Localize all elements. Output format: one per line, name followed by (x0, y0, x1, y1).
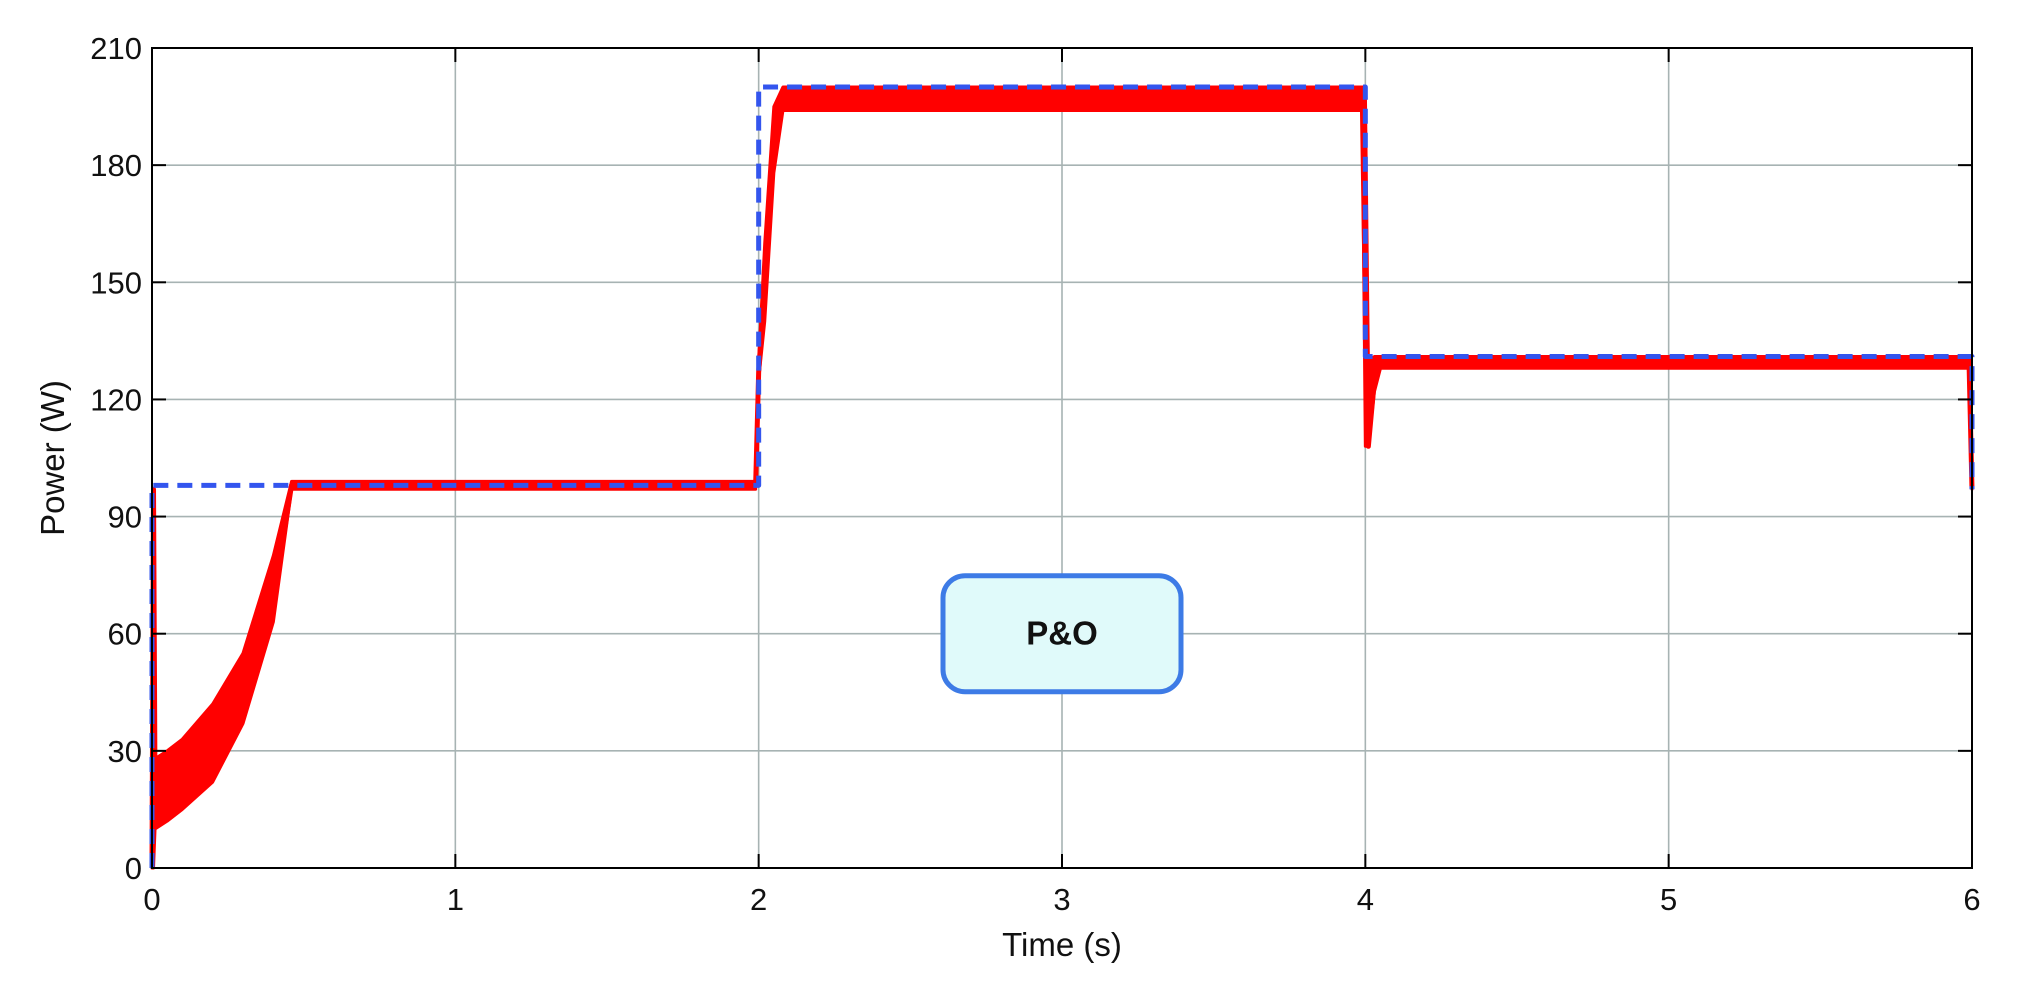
y-tick-label: 90 (108, 500, 142, 535)
annotation-rect (940, 573, 1184, 695)
x-tick-label: 6 (1963, 882, 1980, 917)
series-1-line (149, 84, 1975, 868)
x-tick-label: 3 (1053, 882, 1070, 917)
x-tick-label: 4 (1357, 882, 1374, 917)
x-tick-label: 0 (143, 882, 160, 917)
annotation-label: P&O (1026, 614, 1098, 651)
series-0-line (149, 96, 1975, 869)
y-tick-label: 210 (90, 31, 142, 66)
x-axis-label: Time (s) (1002, 926, 1122, 963)
y-tick-label: 0 (125, 851, 142, 886)
y-tick-label: 180 (90, 148, 142, 183)
series-1 (149, 84, 1975, 868)
annotation-box: P&O (940, 573, 1184, 695)
x-tick-label: 5 (1660, 882, 1677, 917)
x-tick-label: 2 (750, 882, 767, 917)
y-tick-label: 60 (108, 617, 142, 652)
x-tick-label: 1 (447, 882, 464, 917)
y-tick-label: 30 (108, 734, 142, 769)
grid (152, 48, 1972, 868)
y-tick-label: 120 (90, 382, 142, 417)
y-axis-label: Power (W) (34, 380, 71, 536)
y-tick-label: 150 (90, 265, 142, 300)
